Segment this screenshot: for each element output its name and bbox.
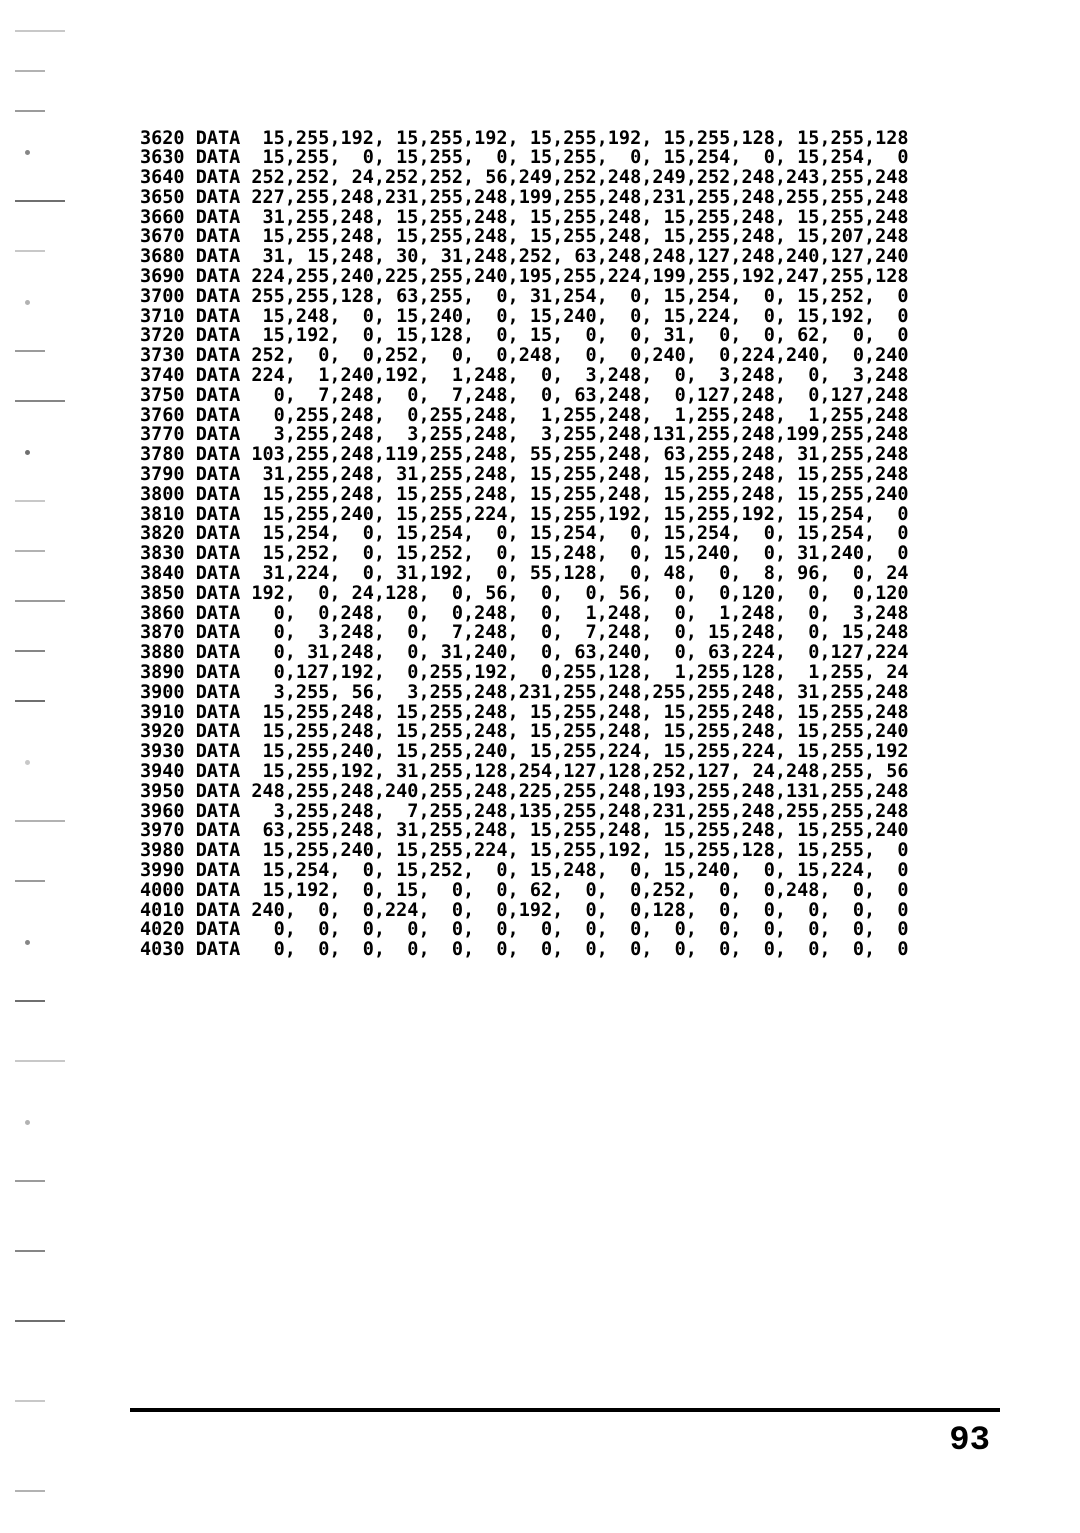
scan-tick	[15, 1180, 45, 1182]
scan-tick	[25, 1120, 30, 1125]
scan-tick	[15, 1060, 65, 1062]
scan-tick	[15, 820, 65, 822]
scan-tick	[15, 1320, 65, 1322]
scan-left-margin	[0, 0, 60, 1533]
scan-tick	[15, 110, 45, 112]
scan-tick	[15, 1250, 45, 1252]
basic-data-listing: 3620 DATA 15,255,192, 15,255,192, 15,255…	[140, 129, 1020, 960]
scan-tick	[15, 1400, 45, 1402]
scan-tick	[15, 1000, 45, 1002]
scan-tick	[25, 450, 30, 455]
page-number: 93	[949, 1422, 990, 1460]
scan-tick	[25, 760, 30, 765]
scan-tick	[15, 650, 45, 652]
scan-tick	[15, 1490, 45, 1492]
scan-tick	[25, 940, 30, 945]
scan-tick	[25, 300, 30, 305]
scan-tick	[25, 150, 30, 155]
footer-rule	[130, 1408, 1000, 1412]
scan-tick	[15, 400, 65, 402]
scan-tick	[15, 250, 45, 252]
scan-tick	[15, 600, 65, 602]
scan-tick	[15, 500, 45, 502]
scan-tick	[15, 200, 65, 202]
scan-tick	[15, 880, 45, 882]
scan-tick	[15, 350, 45, 352]
scan-tick	[15, 550, 45, 552]
scan-tick	[15, 700, 45, 702]
scan-tick	[15, 70, 45, 72]
scan-tick	[15, 30, 65, 32]
